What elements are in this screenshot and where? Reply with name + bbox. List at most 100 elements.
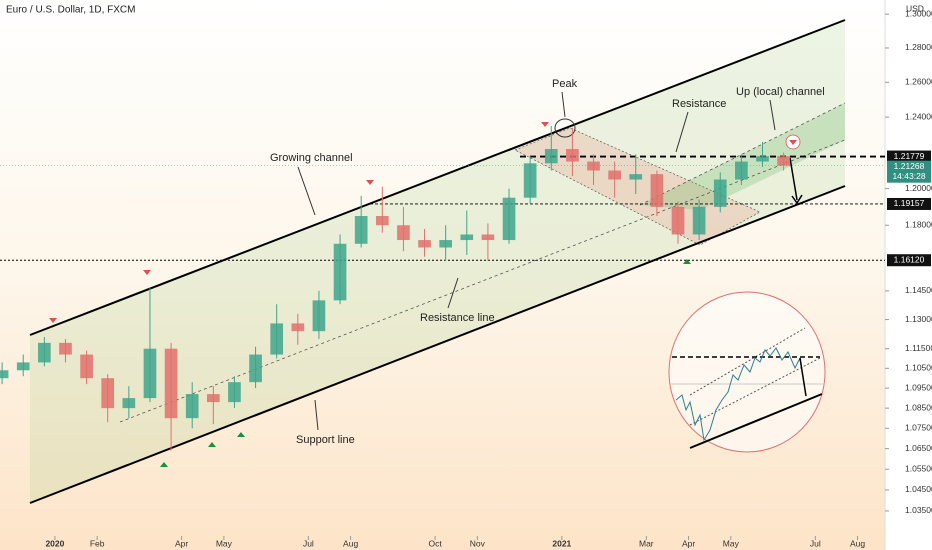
pointer (561, 91, 566, 118)
y-tick-label: 1.24000 (905, 111, 932, 121)
channel-bottom (29, 185, 846, 504)
annotation: Growing channel (270, 152, 353, 164)
y-tick-label: 1.03500 (905, 505, 932, 515)
y-tick-label: 1.10500 (905, 363, 932, 373)
level-label-box (887, 254, 931, 267)
x-tick-label: Mar (639, 538, 654, 548)
y-tick-label: 1.14500 (905, 285, 932, 295)
candle-body (16, 362, 30, 371)
up-arrows (160, 259, 691, 467)
candle-body (439, 240, 453, 248)
axis-unit: USD (906, 3, 924, 13)
candle-body (397, 225, 410, 241)
down-arrows (49, 122, 797, 323)
candle-body (375, 216, 389, 226)
x-tick-label: May (216, 538, 233, 548)
candle-body (185, 394, 199, 419)
candle-body (228, 382, 241, 403)
y-tick-label: 1.26000 (905, 77, 932, 87)
candle-body (249, 354, 262, 383)
annotation: Support line (296, 434, 355, 446)
candle-body (80, 354, 93, 379)
candle-body (206, 394, 220, 403)
candle-body (418, 240, 431, 248)
y-tick-label: 1.28000 (905, 42, 932, 52)
pointer (314, 399, 319, 431)
candle-body (671, 206, 685, 235)
arrow-head (791, 194, 803, 205)
countdown: 14:43:28 (892, 171, 925, 181)
annotation: Resistance line (420, 312, 495, 324)
y-tick-label: 1.11500 (905, 343, 932, 353)
y-tick-label: 1.09500 (905, 382, 932, 392)
x-tick-label: Oct (428, 538, 442, 548)
candle-body (587, 161, 600, 171)
candle-body (0, 370, 9, 379)
x-tick-label: Apr (175, 538, 188, 548)
inset-dashed (689, 357, 821, 426)
candle-body (333, 243, 347, 301)
x-tick-label: Aug (343, 538, 358, 548)
pointer (769, 99, 776, 131)
y-tick-label: 1.04500 (905, 484, 932, 494)
peak-circle (554, 118, 576, 138)
candle-body (312, 300, 326, 332)
candle-body (692, 206, 706, 235)
x-tick-label: Jul (810, 538, 821, 548)
inset-support (689, 393, 823, 449)
candle-body (608, 170, 621, 180)
price-axis-panel (885, 0, 932, 550)
annotation: Up (local) channel (736, 86, 825, 98)
candle-body (270, 323, 284, 355)
x-tick-label: Feb (90, 538, 105, 548)
y-tick-label: 1.18000 (905, 219, 932, 229)
inset-circle (668, 291, 826, 453)
pointer (675, 111, 689, 153)
level-label-box (887, 150, 931, 163)
candle-body (756, 156, 769, 162)
candle-body (59, 342, 72, 355)
candle-body (481, 234, 495, 241)
last-price-box (887, 160, 931, 183)
inset-line (675, 347, 801, 442)
projection-arrow (789, 157, 798, 201)
candle-body (777, 156, 790, 166)
candle-body (122, 398, 136, 409)
candle-body (566, 149, 579, 162)
x-tick-label: May (723, 538, 740, 548)
candle-body (544, 149, 558, 164)
candle-body (143, 348, 157, 399)
last-price-label: 1.21268 (894, 161, 925, 171)
inset-arrow (799, 357, 807, 397)
x-tick-label: Jul (303, 538, 314, 548)
x-tick-label: Apr (682, 538, 695, 548)
level-label-box (887, 197, 931, 210)
candle-body (650, 174, 664, 207)
y-tick-label: 1.30000 (905, 8, 932, 18)
pointer (297, 166, 316, 216)
candle-body (735, 161, 748, 180)
annotation: Peak (552, 78, 578, 90)
y-tick-label: 1.06500 (905, 443, 932, 453)
candle-body (101, 378, 115, 409)
x-tick-label: Nov (470, 538, 486, 548)
y-tick-label: 1.05500 (905, 463, 932, 473)
symbol-title: Euro / U.S. Dollar, 1D, FXCM (6, 5, 135, 16)
pointer (447, 277, 459, 309)
y-tick-label: 1.20000 (905, 183, 932, 193)
x-tick-label: 2021 (552, 538, 571, 548)
x-tick-label: 2020 (45, 538, 64, 548)
y-tick-label: 1.07500 (905, 423, 932, 433)
annotation: Resistance (672, 98, 726, 110)
local-channel-top (639, 102, 846, 206)
level-label: 1.21779 (894, 151, 925, 161)
y-tick-label: 1.13000 (905, 314, 932, 324)
channel-top (29, 19, 846, 336)
level-label: 1.16120 (894, 254, 925, 264)
level-label: 1.19157 (894, 198, 925, 208)
candle-body (164, 348, 178, 419)
x-tick-label: Aug (850, 538, 865, 548)
candle-body (354, 216, 368, 244)
candle-body (523, 163, 537, 198)
